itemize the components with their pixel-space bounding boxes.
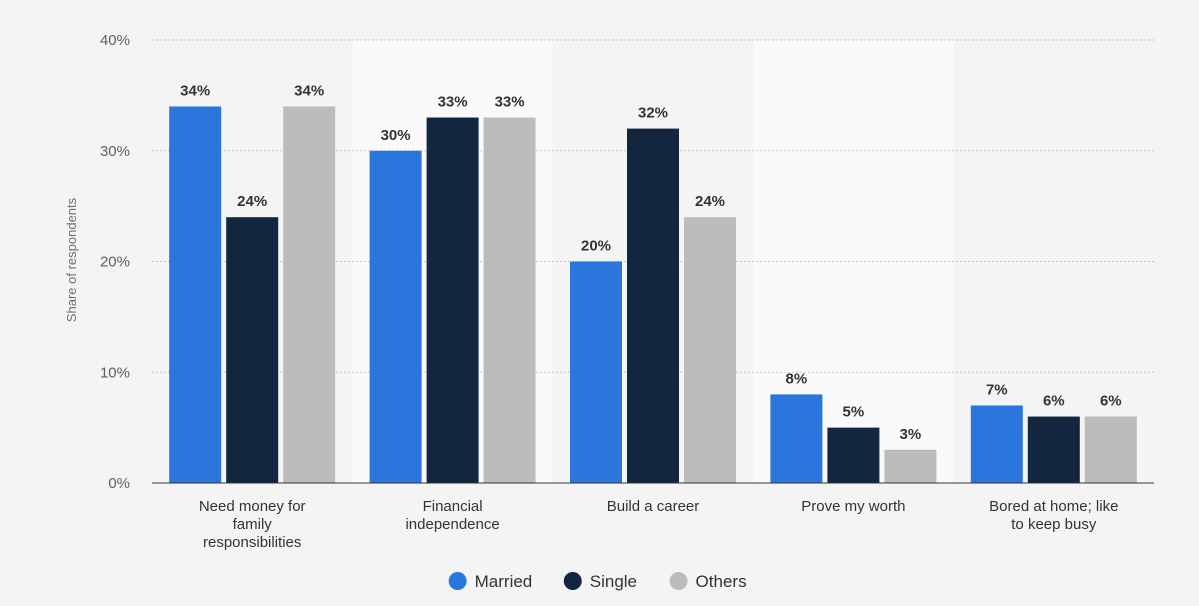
data-label: 8%: [786, 370, 808, 387]
data-label: 7%: [986, 381, 1008, 398]
legend-marker: [669, 572, 688, 590]
bar-married[interactable]: [169, 106, 222, 483]
data-label: 34%: [180, 82, 210, 99]
category-label: Need money for family responsibilities: [199, 498, 306, 551]
y-tick-label: 20%: [100, 254, 130, 271]
legend-label: Single: [590, 572, 637, 591]
bar-others[interactable]: [1084, 416, 1137, 483]
data-label: 30%: [381, 127, 411, 144]
bar-single[interactable]: [226, 217, 279, 483]
data-labels: 34% 24% 34% 30% 33% 33% 20% 32% 24% 8% 5% 3% 7% 6% 6%: [180, 82, 1121, 442]
data-label: 6%: [1100, 393, 1122, 410]
legend-item-married[interactable]: Married: [448, 572, 533, 591]
data-label: 24%: [695, 193, 725, 210]
bar-others[interactable]: [283, 106, 336, 483]
data-label: 33%: [495, 94, 525, 111]
legend-label: Married: [475, 572, 533, 591]
category-label: Bored at home; like to keep busy: [989, 498, 1118, 533]
bars: [169, 106, 1137, 484]
bar-others[interactable]: [884, 449, 937, 483]
bar-married[interactable]: [770, 394, 823, 483]
y-axis-ticks: 0% 10% 20% 30% 40%: [100, 32, 130, 492]
bar-single[interactable]: [1027, 416, 1080, 483]
category-labels: Need money for family responsibilities Fina…: [199, 498, 1119, 551]
data-label: 34%: [294, 82, 324, 99]
y-tick-label: 30%: [100, 143, 130, 160]
data-label: 3%: [900, 426, 922, 443]
legend-item-single[interactable]: Single: [563, 572, 637, 591]
legend-marker: [448, 572, 467, 590]
legend-label: Others: [696, 572, 747, 591]
data-label: 6%: [1043, 393, 1065, 410]
y-axis-title: Share of respondents: [64, 197, 79, 322]
bar-others[interactable]: [483, 117, 536, 484]
bar-single[interactable]: [627, 128, 679, 483]
category-label: Build a career: [607, 498, 700, 515]
bar-married[interactable]: [970, 405, 1023, 483]
category-label: Prove my worth: [801, 498, 905, 515]
data-label: 33%: [438, 94, 468, 111]
data-label: 5%: [843, 404, 865, 421]
y-tick-label: 10%: [100, 364, 130, 381]
data-label: 32%: [638, 105, 668, 122]
bar-others[interactable]: [684, 217, 736, 483]
bar-single[interactable]: [426, 117, 479, 484]
legend-marker: [563, 572, 582, 590]
y-tick-label: 0%: [108, 475, 130, 492]
data-label: 20%: [581, 238, 611, 255]
legend: Married Single Others: [448, 572, 747, 591]
legend-item-others[interactable]: Others: [669, 572, 747, 591]
bar-married[interactable]: [369, 150, 422, 483]
category-label: Financial independence: [405, 498, 499, 533]
bar-single[interactable]: [827, 427, 880, 483]
bar-married[interactable]: [570, 261, 622, 484]
data-label: 24%: [237, 193, 267, 210]
y-tick-label: 40%: [100, 32, 130, 49]
